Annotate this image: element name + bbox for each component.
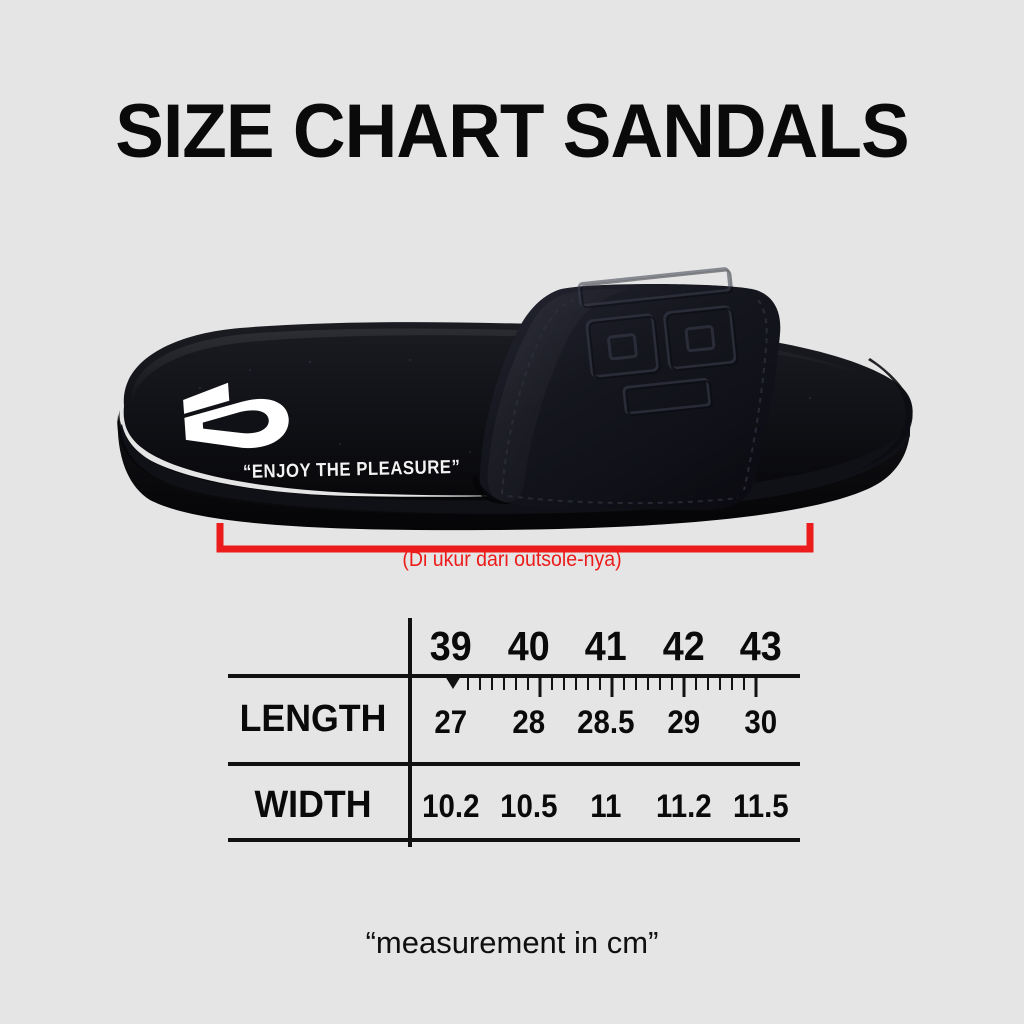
table-rule-middle — [228, 762, 800, 766]
table-header-row: 39 40 41 42 43 — [412, 626, 800, 667]
width-value: 10.2 — [422, 788, 480, 824]
strap-gloss — [487, 288, 630, 502]
width-value: 11.2 — [655, 788, 712, 824]
sandal-product-image — [110, 238, 925, 538]
brand-swoosh-icon — [183, 382, 289, 449]
width-value: 11 — [590, 788, 622, 824]
measurement-bracket — [210, 520, 820, 554]
length-value: 30 — [744, 704, 778, 740]
strap-stitch-right — [743, 299, 768, 491]
size-column-header: 39 — [429, 623, 472, 669]
table-row: 10.2 10.5 11 11.2 11.5 — [412, 790, 800, 822]
measurement-bracket-svg — [216, 523, 814, 553]
size-column-header: 42 — [662, 623, 705, 669]
width-value: 10.5 — [499, 788, 558, 824]
width-value: 11.5 — [733, 788, 790, 824]
length-value: 28 — [512, 704, 545, 740]
length-value: 27 — [434, 704, 468, 740]
table-column-divider — [408, 618, 412, 847]
sandal-heel-edge — [850, 358, 913, 474]
strap-junction-shadow — [472, 474, 512, 505]
length-value: 29 — [667, 704, 700, 740]
table-rule-bottom — [228, 838, 800, 842]
length-value: 28.5 — [577, 704, 635, 740]
strap-stitch-bottom — [507, 495, 739, 505]
size-column-header: 40 — [507, 623, 550, 669]
sandal-illustration-svg — [117, 267, 913, 531]
size-chart-table: 39 40 41 42 43 — [228, 618, 800, 847]
size-column-header: 43 — [740, 623, 783, 669]
table-rule-top — [228, 674, 800, 678]
row-label-width: WIDTH — [254, 784, 372, 826]
ruler-scale-decoration — [412, 676, 800, 702]
table-row: 27 28 28.5 29 30 — [412, 706, 800, 738]
measurement-note: (Di ukur dari outsole-nya) — [402, 548, 622, 571]
row-label-length: LENGTH — [239, 698, 387, 740]
page-title: SIZE CHART SANDALS — [115, 89, 909, 174]
unit-caption: “measurement in cm” — [365, 925, 659, 960]
toe-shadow — [117, 410, 154, 476]
size-column-header: 41 — [584, 623, 627, 669]
strap-embossed-logo-icon — [577, 267, 739, 417]
strap-stitch-left — [501, 299, 575, 495]
ruler-ticks-svg — [445, 676, 758, 697]
